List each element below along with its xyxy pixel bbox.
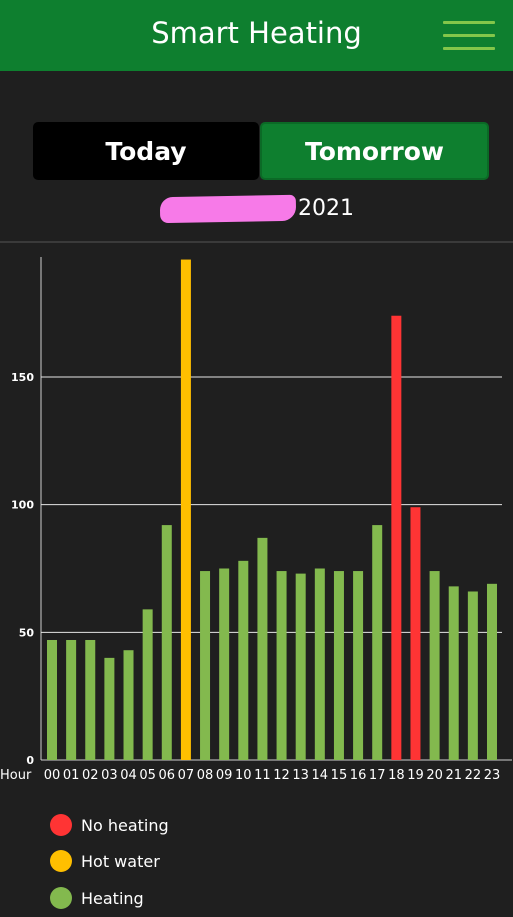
x-tick-label: 15 [331, 768, 348, 783]
bar-hour-14 [314, 568, 325, 760]
app-header: Smart Heating [0, 0, 513, 71]
x-axis-label: Hour [0, 768, 32, 783]
bar-hour-06 [161, 525, 172, 760]
bar-hour-05 [142, 609, 153, 760]
bar-hour-01 [66, 639, 77, 760]
x-tick-label: 16 [350, 768, 367, 783]
bar-hour-07 [180, 259, 191, 760]
x-tick-label: 04 [120, 768, 137, 783]
x-tick-label: 20 [426, 768, 443, 783]
x-tick-label: 12 [273, 768, 290, 783]
bar-hour-10 [238, 560, 249, 760]
x-tick-label: 06 [159, 768, 176, 783]
x-tick-label: 10 [235, 768, 252, 783]
legend-dot-icon [50, 814, 72, 836]
x-tick-label: 09 [216, 768, 233, 783]
y-tick-label: 0 [26, 754, 34, 767]
hamburger-menu-icon[interactable] [443, 21, 495, 51]
legend-dot-icon [50, 850, 72, 872]
x-tick-label: 08 [197, 768, 214, 783]
x-tick-label: 21 [445, 768, 462, 783]
redacted-date [159, 194, 297, 224]
bar-hour-18 [391, 315, 402, 760]
legend-item-heating: Heating [50, 886, 350, 910]
x-tick-label: 00 [44, 768, 61, 783]
bar-hour-20 [429, 571, 440, 760]
y-tick-label: 100 [11, 499, 34, 512]
bar-hour-09 [219, 568, 230, 760]
legend-label: Hot water [81, 851, 160, 871]
y-tick-label: 50 [19, 626, 35, 639]
date-year: 2021 [298, 196, 354, 221]
bar-hour-16 [353, 571, 364, 760]
x-tick-label: 07 [178, 768, 195, 783]
bar-hour-02 [85, 639, 96, 760]
bar-hour-19 [410, 507, 421, 760]
bar-hour-04 [123, 650, 134, 760]
bar-hour-13 [295, 573, 306, 760]
x-tick-label: 17 [369, 768, 386, 783]
bar-hour-17 [372, 525, 383, 760]
bar-hour-08 [200, 571, 211, 760]
tab-tomorrow[interactable]: Tomorrow [260, 122, 489, 180]
tab-today[interactable]: Today [33, 122, 259, 180]
x-tick-label: 22 [465, 768, 482, 783]
x-tick-label: 19 [407, 768, 424, 783]
bar-hour-22 [467, 591, 478, 760]
legend-label: Heating [81, 888, 144, 908]
legend-item-no-heating: No heating [50, 813, 350, 837]
bar-hour-12 [276, 571, 287, 760]
bar-hour-00 [47, 639, 57, 760]
legend-label: No heating [81, 815, 169, 835]
x-tick-label: 05 [139, 768, 156, 783]
y-tick-label: 150 [11, 371, 34, 384]
legend-item-hot-water: Hot water [50, 849, 350, 873]
x-tick-label: 03 [101, 768, 118, 783]
bar-hour-03 [104, 657, 115, 760]
bar-hour-21 [448, 586, 459, 760]
x-tick-label: 01 [63, 768, 80, 783]
x-tick-label: 23 [484, 768, 501, 783]
legend-dot-icon [50, 887, 72, 909]
x-tick-label: 11 [254, 768, 271, 783]
divider [0, 241, 513, 243]
x-tick-label: 02 [82, 768, 99, 783]
bar-hour-15 [333, 571, 344, 760]
bar-hour-11 [257, 537, 268, 760]
x-tick-label: 13 [292, 768, 309, 783]
app-title: Smart Heating [151, 16, 362, 50]
x-tick-label: 14 [312, 768, 329, 783]
bar-hour-23 [486, 583, 497, 760]
x-tick-label: 18 [388, 768, 405, 783]
